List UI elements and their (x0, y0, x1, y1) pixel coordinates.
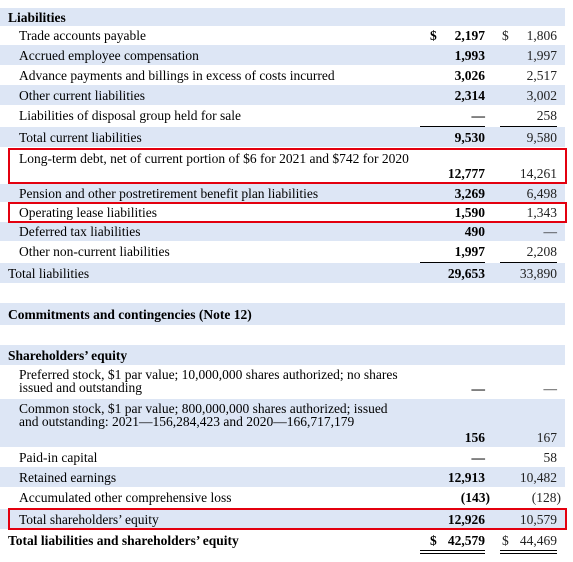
value-2021: 1,997 (454, 244, 485, 259)
value-2020: $44,469 (502, 533, 557, 548)
value-2020: 258 (536, 108, 557, 123)
table-row: Operating lease liabilities 1,590 1,343 (0, 202, 565, 222)
value-2020: (128) (531, 490, 561, 505)
value-2020: 2,517 (526, 68, 557, 83)
row-label: Accrued employee compensation (19, 48, 199, 63)
table-row: Total liabilities and shareholders’ equi… (0, 530, 565, 550)
row-label: Deferred tax liabilities (19, 224, 141, 239)
value-2021: — (471, 450, 486, 465)
value-2021: 12,777 (447, 166, 485, 181)
value-2020: 6,498 (526, 186, 557, 201)
value-2020: $1,806 (502, 28, 557, 43)
value-2021: (143) (460, 490, 490, 505)
section-title: Commitments and contingencies (Note 12) (8, 307, 252, 322)
row-label: Total current liabilities (19, 130, 142, 145)
value-2020: 58 (543, 450, 558, 465)
table-row: Advance payments and billings in excess … (0, 65, 565, 85)
value-2021: — (471, 381, 486, 396)
row-label: Other current liabilities (19, 88, 145, 103)
value-2021: 156 (464, 430, 485, 445)
table-row: Accrued employee compensation 1,993 1,99… (0, 45, 565, 65)
value-2020: 14,261 (519, 166, 557, 181)
section-title: Shareholders’ equity (8, 348, 128, 363)
row-label: Common stock, $1 par value; 800,000,000 … (19, 401, 388, 429)
table-row: Preferred stock, $1 par value; 10,000,00… (0, 365, 565, 399)
value-2020: — (543, 224, 558, 239)
value-2020: 9,580 (526, 130, 557, 145)
row-label: Total shareholders’ equity (19, 512, 159, 527)
value-2021: 3,269 (454, 186, 485, 201)
table-row: Total shareholders’ equity 12,926 10,579 (0, 509, 565, 529)
value-2021: 3,026 (454, 68, 485, 83)
value-2021: 12,913 (447, 470, 485, 485)
row-label: Retained earnings (19, 470, 117, 485)
value-2021: 490 (464, 224, 485, 239)
row-label: Preferred stock, $1 par value; 10,000,00… (19, 367, 398, 395)
table-row: Other current liabilities 2,314 3,002 (0, 85, 565, 105)
table-row: Pension and other postretirement benefit… (0, 184, 565, 202)
value-2020: 1,343 (526, 205, 557, 220)
row-label: Operating lease liabilities (19, 205, 157, 220)
value-2021: 1,590 (454, 205, 485, 220)
row-label: Pension and other postretirement benefit… (19, 186, 319, 201)
row-label: Trade accounts payable (19, 28, 146, 43)
table-row: Total current liabilities 9,530 9,580 (0, 127, 565, 147)
value-2021: 29,653 (447, 266, 485, 281)
table-row: Other non-current liabilities 1,997 2,20… (0, 241, 565, 262)
value-2020: 2,208 (526, 244, 557, 259)
value-2020: 3,002 (526, 88, 557, 103)
table-row: Retained earnings 12,913 10,482 (0, 467, 565, 487)
value-2021: 9,530 (454, 130, 485, 145)
table-row: Long-term debt, net of current portion o… (0, 148, 565, 184)
commitments-header: Commitments and contingencies (Note 12) (0, 303, 565, 325)
value-2021: 12,926 (447, 512, 485, 527)
table-row: Accumulated other comprehensive loss (14… (0, 487, 565, 508)
table-row: Total liabilities 29,653 33,890 (0, 263, 565, 283)
underline (420, 262, 485, 263)
value-2020: 33,890 (519, 266, 557, 281)
underline (420, 126, 485, 127)
value-2021: 1,993 (454, 48, 485, 63)
double-underline (500, 550, 557, 554)
row-label: Liabilities of disposal group held for s… (19, 108, 241, 123)
equity-header: Shareholders’ equity (0, 345, 565, 365)
row-label: Total liabilities (8, 266, 90, 281)
value-2021: $2,197 (430, 28, 485, 43)
row-label: Total liabilities and shareholders’ equi… (8, 533, 239, 548)
double-underline (420, 550, 485, 554)
row-label: Other non-current liabilities (19, 244, 170, 259)
row-label: Paid-in capital (19, 450, 98, 465)
table-row: Deferred tax liabilities 490 — (0, 222, 565, 241)
value-2020: 10,482 (519, 470, 557, 485)
value-2021: — (471, 108, 486, 123)
section-title: Liabilities (8, 10, 66, 25)
value-2020: — (543, 381, 558, 396)
table-row: Trade accounts payable $2,197 $1,806 (0, 26, 565, 45)
row-label: Accumulated other comprehensive loss (19, 490, 232, 505)
table-row: Paid-in capital — 58 (0, 447, 565, 467)
underline (500, 262, 557, 263)
row-label: Advance payments and billings in excess … (19, 68, 335, 83)
value-2020: 10,579 (519, 512, 557, 527)
value-2020: 1,997 (526, 48, 557, 63)
liabilities-header: Liabilities (0, 8, 565, 26)
value-2021: $42,579 (430, 533, 485, 548)
row-label: Long-term debt, net of current portion o… (19, 151, 409, 166)
value-2020: 167 (536, 430, 557, 445)
value-2021: 2,314 (454, 88, 485, 103)
underline (500, 126, 557, 127)
table-row: Common stock, $1 par value; 800,000,000 … (0, 399, 565, 447)
table-row: Liabilities of disposal group held for s… (0, 105, 565, 126)
